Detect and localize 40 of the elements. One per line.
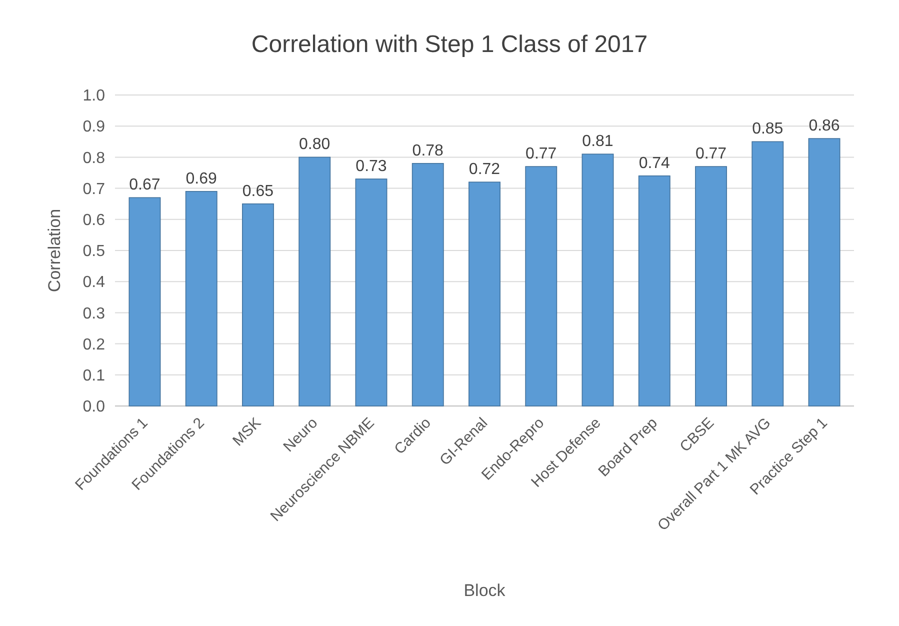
bar <box>638 175 670 406</box>
bar <box>582 154 614 406</box>
data-label: 0.73 <box>356 158 387 175</box>
y-tick-label: 0.4 <box>82 274 106 292</box>
data-label: 0.77 <box>526 146 557 163</box>
data-label: 0.69 <box>186 170 218 188</box>
y-tick-label: 0.6 <box>82 212 106 229</box>
bar <box>525 166 558 406</box>
y-tick-label: 0.5 <box>82 243 106 260</box>
data-label: 0.86 <box>808 118 840 135</box>
bar <box>695 166 727 406</box>
bar <box>185 191 218 406</box>
bar <box>355 178 388 406</box>
bar <box>298 156 331 406</box>
y-tick-label: 0.2 <box>82 336 106 354</box>
chart-title: Correlation with Step 1 Class of 2017 <box>251 31 648 58</box>
y-tick-label: 0.7 <box>82 180 106 198</box>
data-label: 0.77 <box>695 146 727 163</box>
y-tick-label: 0.8 <box>82 150 106 167</box>
bar <box>242 203 274 406</box>
y-tick-label: 0.3 <box>82 305 106 322</box>
data-label: 0.72 <box>468 161 500 178</box>
data-label: 0.65 <box>242 182 274 200</box>
y-tick-label: 0.9 <box>82 118 106 136</box>
y-tick-label: 0.0 <box>82 398 106 416</box>
y-tick-label: 1.0 <box>82 88 106 105</box>
bar <box>752 141 784 406</box>
bar <box>468 182 500 406</box>
data-label: 0.85 <box>752 120 784 138</box>
x-axis-title: Block <box>464 581 506 600</box>
data-label: 0.80 <box>299 136 330 154</box>
bar <box>412 163 444 406</box>
y-axis-title: Correlation <box>45 208 64 292</box>
data-label: 0.78 <box>412 142 444 160</box>
y-tick-label: 0.1 <box>82 368 106 384</box>
data-label: 0.67 <box>129 176 160 194</box>
bar <box>808 138 840 406</box>
bar <box>128 197 161 406</box>
data-label: 0.81 <box>582 133 614 150</box>
data-label: 0.74 <box>638 154 670 172</box>
